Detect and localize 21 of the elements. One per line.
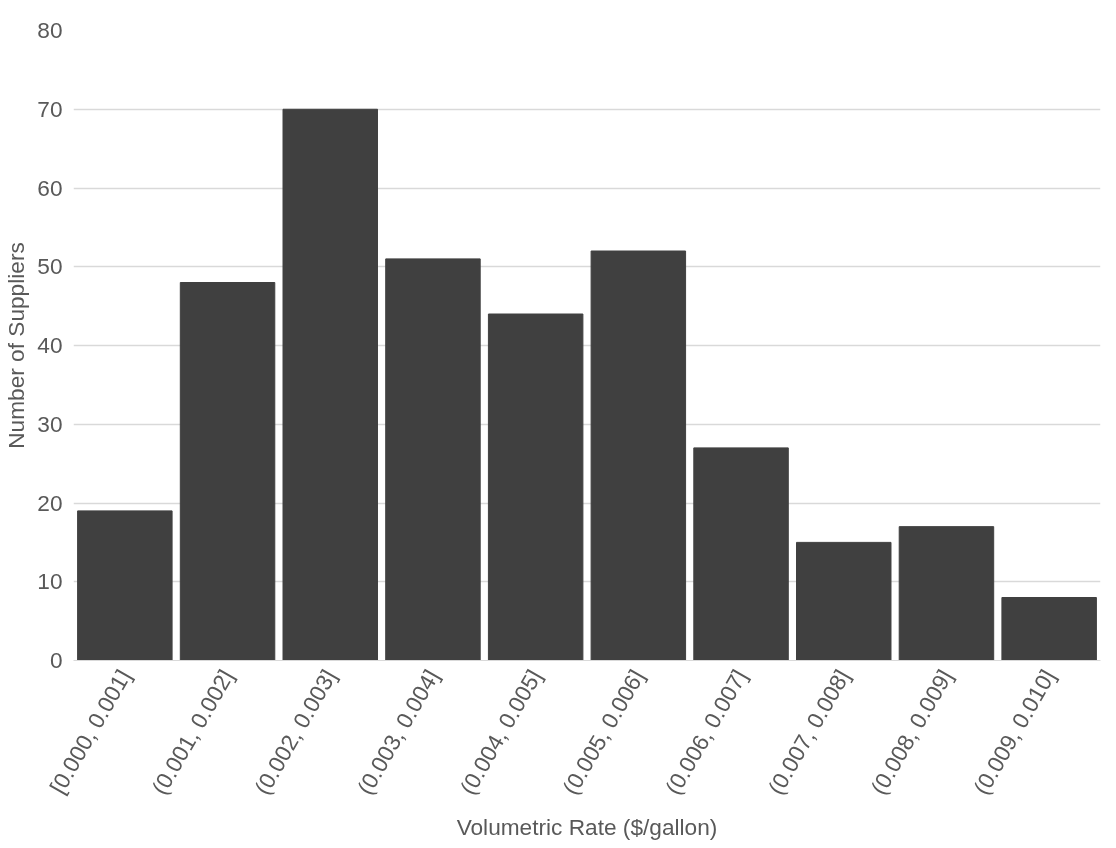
bar <box>385 258 481 661</box>
bar <box>796 541 892 661</box>
bar <box>487 313 584 661</box>
y-tick-label: 60 <box>37 174 63 201</box>
bar <box>693 447 789 661</box>
y-tick-label: 30 <box>37 410 63 437</box>
bar <box>77 510 173 661</box>
bar <box>590 250 687 661</box>
y-tick-label: 20 <box>37 489 63 516</box>
y-tick-label: 40 <box>37 332 63 358</box>
x-axis-title: Volumetric Rate ($/gallon) <box>456 813 718 840</box>
y-tick-label: 80 <box>37 17 63 43</box>
y-tick-label: 0 <box>49 647 63 673</box>
bar <box>179 282 276 661</box>
bar <box>898 526 995 661</box>
y-tick-label: 10 <box>37 568 63 595</box>
y-tick-label: 50 <box>37 253 63 280</box>
y-tick-label: 70 <box>37 95 63 122</box>
bar <box>282 108 378 661</box>
y-axis-title: Number of Suppliers <box>3 242 30 449</box>
bar <box>1001 597 1097 661</box>
